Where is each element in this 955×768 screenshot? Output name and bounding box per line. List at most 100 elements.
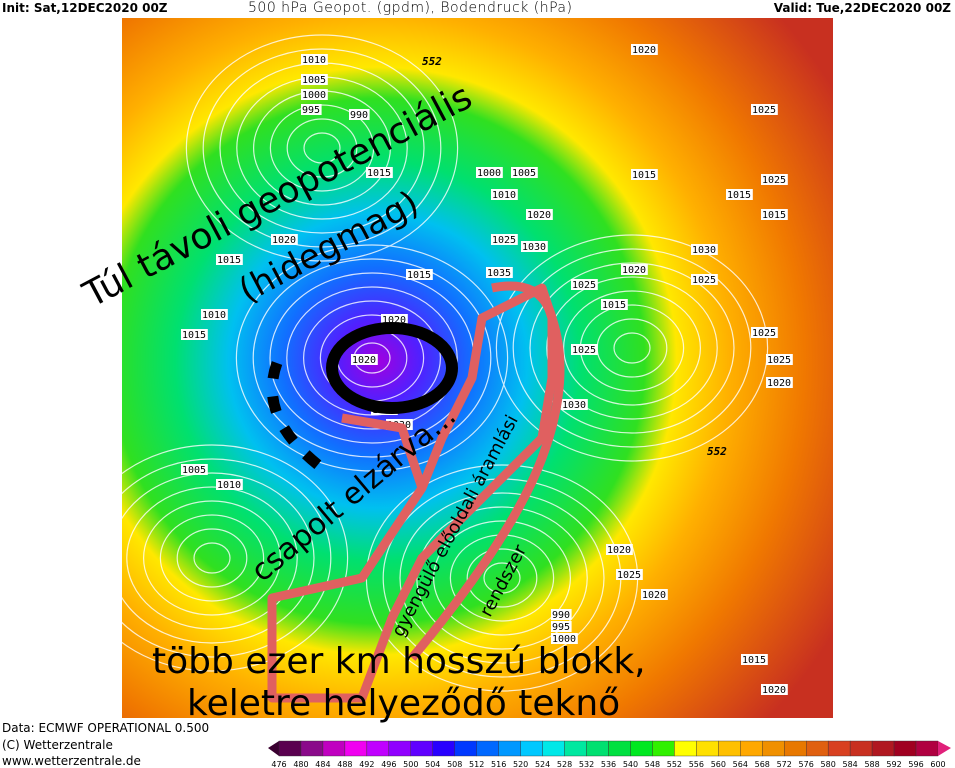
isobar (512, 248, 752, 448)
colorbar-swatch (740, 740, 763, 757)
annotation-pink-outline (267, 283, 557, 703)
isobar (286, 286, 458, 430)
colorbar-label: 488 (337, 760, 352, 768)
isobar (286, 118, 358, 178)
pressure-label: 990 (350, 110, 368, 121)
colorbar-label: 524 (535, 760, 550, 768)
colorbar-swatch (893, 740, 917, 757)
website-link[interactable]: www.wetterzentrale.de (2, 754, 141, 768)
colorbar-label: 560 (711, 760, 726, 768)
pressure-label: 1025 (572, 345, 596, 356)
colorbar-label: 484 (315, 760, 330, 768)
pressure-label: 1020 (352, 355, 376, 366)
colorbar-swatch (300, 740, 324, 757)
pressure-label-box (486, 267, 513, 278)
pressure-label-box (271, 234, 298, 245)
colorbar-swatch (454, 740, 477, 757)
colorbar-swatch (630, 740, 653, 757)
isobar (235, 244, 509, 472)
pressure-label-box (621, 264, 648, 275)
pressure-label: 995 (302, 105, 320, 116)
colorbar-label: 552 (667, 760, 682, 768)
annotation-pink-line (408, 281, 565, 661)
colorbar-swatch (366, 740, 390, 757)
colorbar-swatch (849, 740, 873, 757)
valid-time: Valid: Tue,22DEC2020 00Z (773, 1, 951, 15)
pressure-label-box (571, 279, 598, 290)
pressure-label-box (301, 54, 328, 65)
colorbar-swatch (696, 740, 719, 757)
isobar (303, 132, 341, 164)
pressure-label: 1020 (642, 590, 666, 601)
pressure-label: 1025 (492, 235, 516, 246)
pressure-label-box (406, 269, 433, 280)
pressure-label-box (761, 174, 788, 185)
pressure-label: 1025 (752, 105, 776, 116)
pressure-label: 990 (552, 610, 570, 621)
colorbar-label: 540 (623, 760, 638, 768)
colorbar-label: 528 (557, 760, 572, 768)
pressure-label-box (301, 89, 328, 100)
pressure-label: 1035 (487, 268, 511, 279)
colorbar-label: 548 (645, 760, 660, 768)
pressure-label: 1010 (202, 310, 226, 321)
data-source: Data: ECMWF OPERATIONAL 0.500 (2, 721, 210, 735)
colorbar-swatch (344, 740, 368, 757)
colorbar-swatch (718, 740, 741, 757)
annotation-black-circle (326, 322, 458, 414)
isobar (495, 234, 769, 462)
pressure-label-box (511, 167, 538, 178)
pressure-label: 1015 (742, 655, 766, 666)
colorbar-swatch (674, 740, 697, 757)
pressure-label: 1025 (617, 570, 641, 581)
colorbar-label: 476 (271, 760, 286, 768)
isobar (193, 542, 231, 574)
colorbar-swatch (806, 740, 829, 757)
colorbar-label: 572 (777, 760, 792, 768)
pressure-label-box (641, 589, 668, 600)
pressure-label-box (366, 167, 393, 178)
colorbar-swatch (915, 740, 939, 757)
isobar (529, 262, 735, 434)
isobar (185, 34, 459, 262)
pressure-label: 1010 (492, 190, 516, 201)
pressure-label: 1020 (632, 45, 656, 56)
map-title: 500 hPa Geopot. (gpdm), Bodendruck (hPa) (248, 0, 573, 16)
colorbar-swatch (432, 740, 455, 757)
colorbar-label: 588 (864, 760, 879, 768)
pressure-label: 1020 (382, 315, 406, 326)
pressure-label-box (766, 377, 793, 388)
pressure-label: 1000 (477, 168, 501, 179)
pressure-label-box (526, 209, 553, 220)
colorbar: 476 480 484 488 492 496 500 504 508 512 516 520 524 5… (268, 740, 951, 768)
colorbar-label: 596 (908, 760, 923, 768)
colorbar-label: 556 (689, 760, 704, 768)
colorbar-swatch (652, 740, 675, 757)
pressure-label: 1015 (762, 210, 786, 221)
init-time: Init: Sat,12DEC2020 00Z (2, 1, 168, 15)
pressure-label-box (601, 299, 628, 310)
colorbar-label: 496 (381, 760, 396, 768)
isobar (142, 500, 282, 616)
pressure-label: 1000 (552, 634, 576, 645)
isobar (122, 458, 332, 658)
isobar (613, 332, 651, 364)
pressure-label: 1020 (622, 265, 646, 276)
pressure-label-box (551, 633, 578, 644)
colorbar-swatch (564, 740, 587, 757)
pressure-label: 1005 (302, 75, 326, 86)
colorbar-label: 536 (601, 760, 616, 768)
pressure-label-box (216, 254, 243, 265)
pressure-label-box (741, 654, 768, 665)
pressure-label: 1020 (527, 210, 551, 221)
colorbar-swatch (762, 740, 785, 757)
pressure-label: 1030 (692, 245, 716, 256)
pressure-label: 1015 (367, 168, 391, 179)
pressure-label: 1025 (752, 328, 776, 339)
pressure-label-box (571, 344, 598, 355)
isobar (546, 276, 718, 420)
colorbar-label: 520 (513, 760, 528, 768)
isobar (159, 514, 265, 602)
colorbar-high-arrow (938, 741, 951, 756)
colorbar-label: 584 (842, 760, 857, 768)
